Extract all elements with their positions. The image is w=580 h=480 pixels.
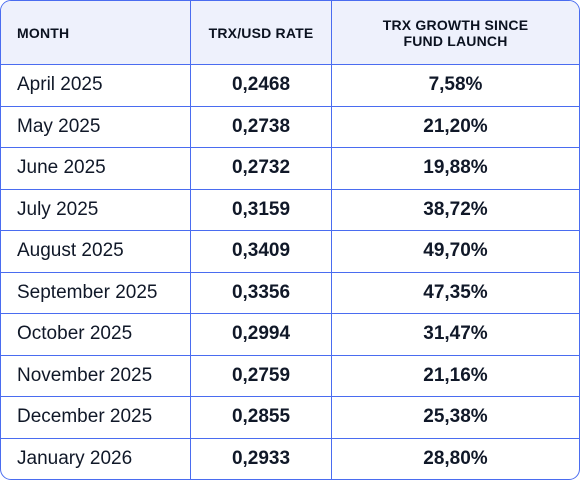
header-growth: TRX GROWTH SINCE FUND LAUNCH	[332, 1, 579, 64]
header-rate: TRX/USD RATE	[191, 1, 332, 64]
table-row: April 2025 0,2468 7,58%	[1, 65, 579, 107]
growth-cell: 7,58%	[428, 74, 483, 96]
month-cell: July 2025	[1, 189, 191, 230]
month-cell: August 2025	[1, 231, 191, 272]
growth-cell: 21,20%	[423, 115, 488, 137]
month-cell: May 2025	[1, 106, 191, 147]
growth-cell: 21,16%	[423, 364, 488, 386]
growth-cell: 47,35%	[423, 281, 488, 303]
rate-cell: 0,2994	[191, 314, 332, 355]
growth-cell: 25,38%	[423, 406, 488, 428]
rate-cell: 0,3159	[191, 189, 332, 230]
rate-cell: 0,2468	[191, 65, 332, 106]
header-month: MONTH	[1, 1, 191, 64]
growth-cell: 38,72%	[423, 198, 488, 220]
rate-cell: 0,2855	[191, 397, 332, 438]
month-cell: October 2025	[1, 314, 191, 355]
month-cell: November 2025	[1, 355, 191, 396]
table-row: July 2025 0,3159 38,72%	[1, 189, 579, 231]
table-row: September 2025 0,3356 47,35%	[1, 272, 579, 314]
growth-cell: 49,70%	[423, 240, 488, 262]
table-row: August 2025 0,3409 49,70%	[1, 231, 579, 273]
table-row: November 2025 0,2759 21,16%	[1, 355, 579, 397]
table-row: May 2025 0,2738 21,20%	[1, 106, 579, 148]
table-row: January 2026 0,2933 28,80%	[1, 438, 579, 479]
rate-cell: 0,2759	[191, 355, 332, 396]
table-row: June 2025 0,2732 19,88%	[1, 148, 579, 190]
table-row: October 2025 0,2994 31,47%	[1, 314, 579, 356]
table-header-row: MONTH TRX/USD RATE TRX GROWTH SINCE FUND…	[1, 1, 579, 65]
month-cell: June 2025	[1, 148, 191, 189]
rate-cell: 0,3409	[191, 231, 332, 272]
header-growth-label: TRX GROWTH SINCE FUND LAUNCH	[382, 16, 529, 49]
growth-cell: 31,47%	[423, 323, 488, 345]
rate-cell: 0,2738	[191, 106, 332, 147]
month-cell: April 2025	[1, 65, 191, 106]
month-cell: September 2025	[1, 272, 191, 313]
table-row: December 2025 0,2855 25,38%	[1, 397, 579, 439]
rate-cell: 0,2933	[191, 438, 332, 479]
month-cell: December 2025	[1, 397, 191, 438]
growth-cell: 19,88%	[423, 157, 488, 179]
growth-cell: 28,80%	[423, 448, 488, 470]
month-cell: January 2026	[1, 438, 191, 479]
rate-cell: 0,3356	[191, 272, 332, 313]
rate-cell: 0,2732	[191, 148, 332, 189]
